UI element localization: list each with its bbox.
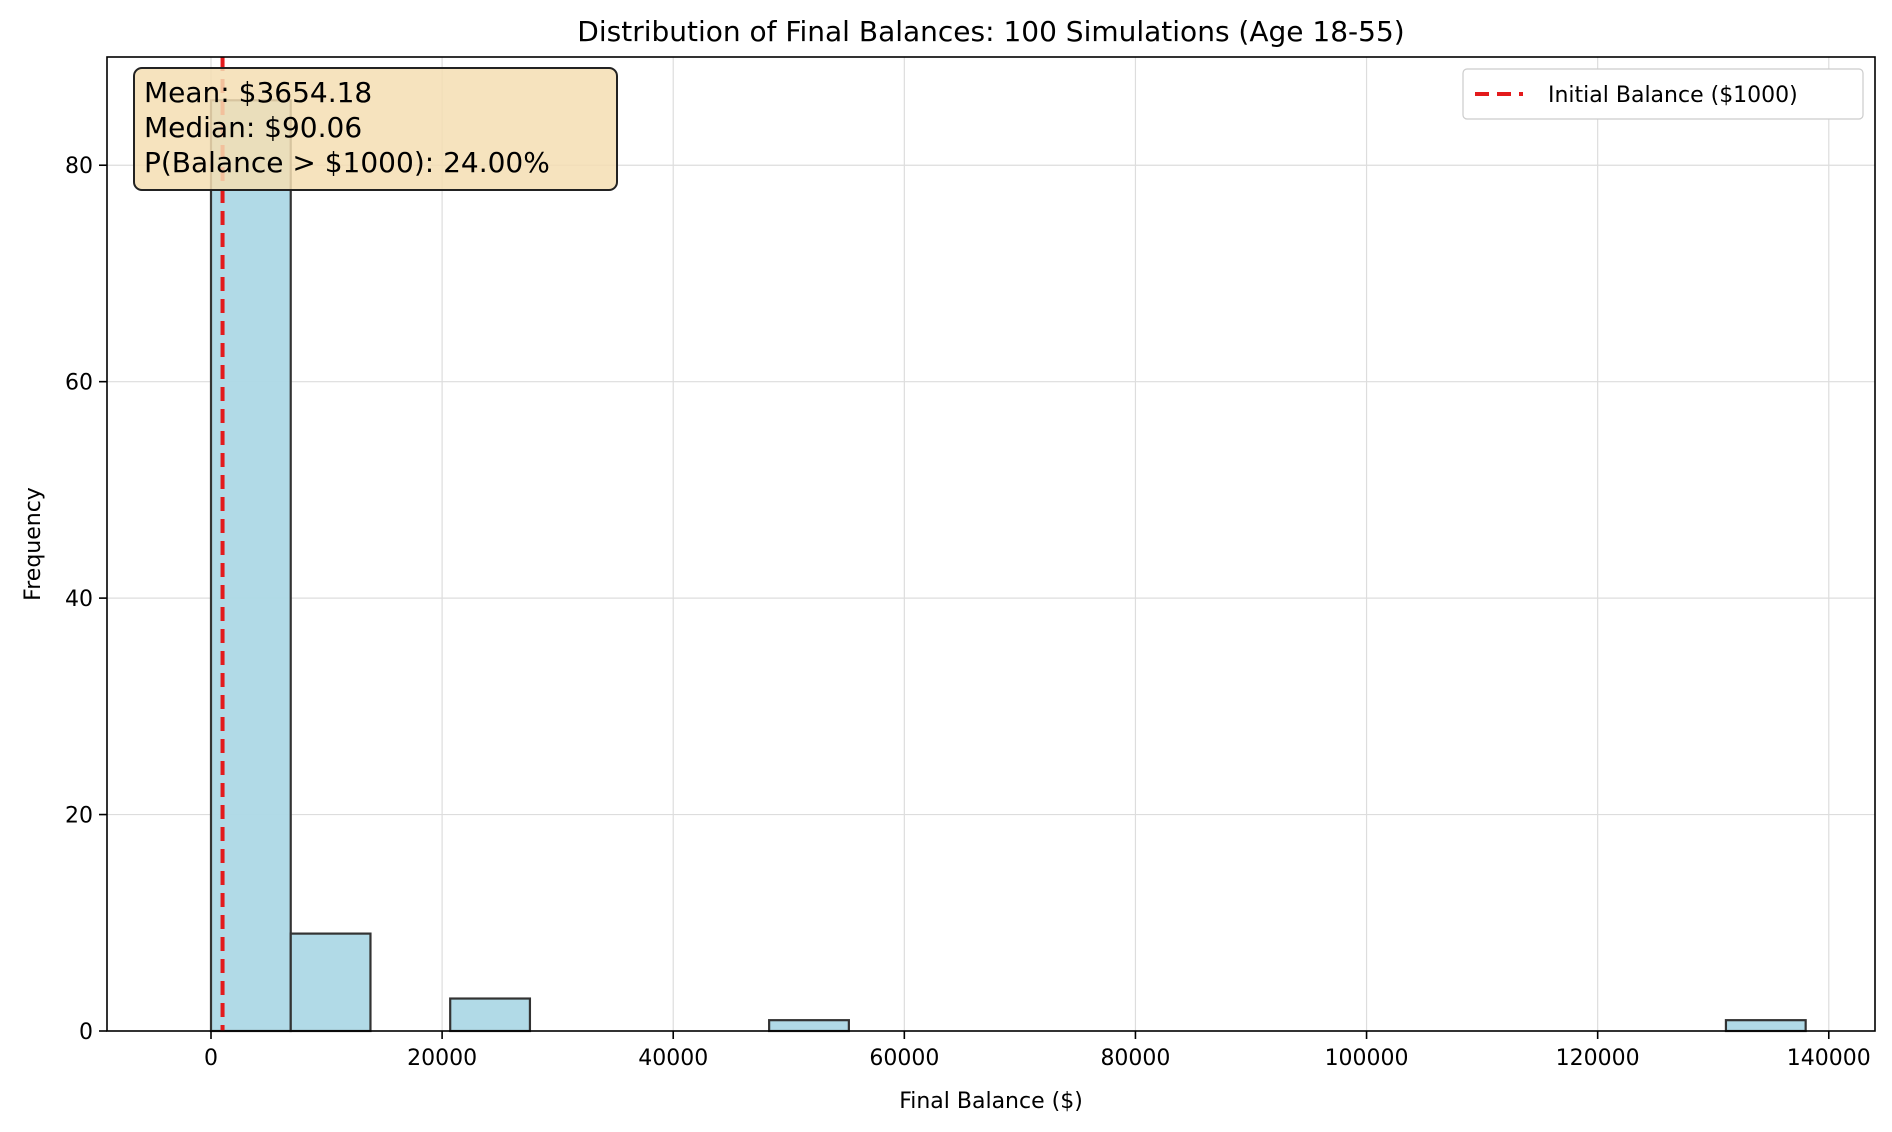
y-axis-ticks: 0 20 40 60 80 [65,154,107,1045]
x-axis-label: Final Balance ($) [899,1089,1083,1114]
plot-frame [106,56,1876,1032]
stats-box: Mean: $3654.18 Median: $90.06 P(Balance … [133,67,618,191]
histogram-bar [449,997,532,1033]
stats-mean: Mean: $3654.18 [144,76,372,109]
y-axis-label: Frequency [21,487,46,601]
histogram-bar [289,932,372,1033]
y-tick-label: 40 [65,587,93,612]
y-tick-label: 20 [65,804,93,829]
y-tick-label: 0 [79,1020,93,1045]
y-tick-label: 60 [65,371,93,396]
stats-box-background [133,67,618,191]
chart-title: Distribution of Final Balances: 100 Simu… [577,15,1404,48]
x-tick-label: 120000 [1556,1046,1640,1071]
x-axis-ticks: 0 20000 40000 60000 80000 100000 120000 140000 [204,1031,1871,1071]
x-tick-label: 40000 [638,1046,708,1071]
x-tick-label: 80000 [1100,1046,1170,1071]
x-tick-label: 20000 [407,1046,477,1071]
histogram-bar [768,1019,850,1033]
x-tick-label: 60000 [869,1046,939,1071]
stats-median: Median: $90.06 [144,111,362,144]
stats-probability: P(Balance > $1000): 24.00% [144,146,550,179]
histogram-bar [1724,1019,1807,1033]
x-tick-label: 100000 [1325,1046,1409,1071]
legend: Initial Balance ($1000) [1462,68,1864,120]
legend-box [1462,68,1864,120]
x-tick-label: 0 [204,1046,218,1071]
x-tick-label: 140000 [1787,1046,1871,1071]
legend-entry-initial-balance: Initial Balance ($1000) [1548,83,1798,108]
y-tick-label: 80 [65,154,93,179]
